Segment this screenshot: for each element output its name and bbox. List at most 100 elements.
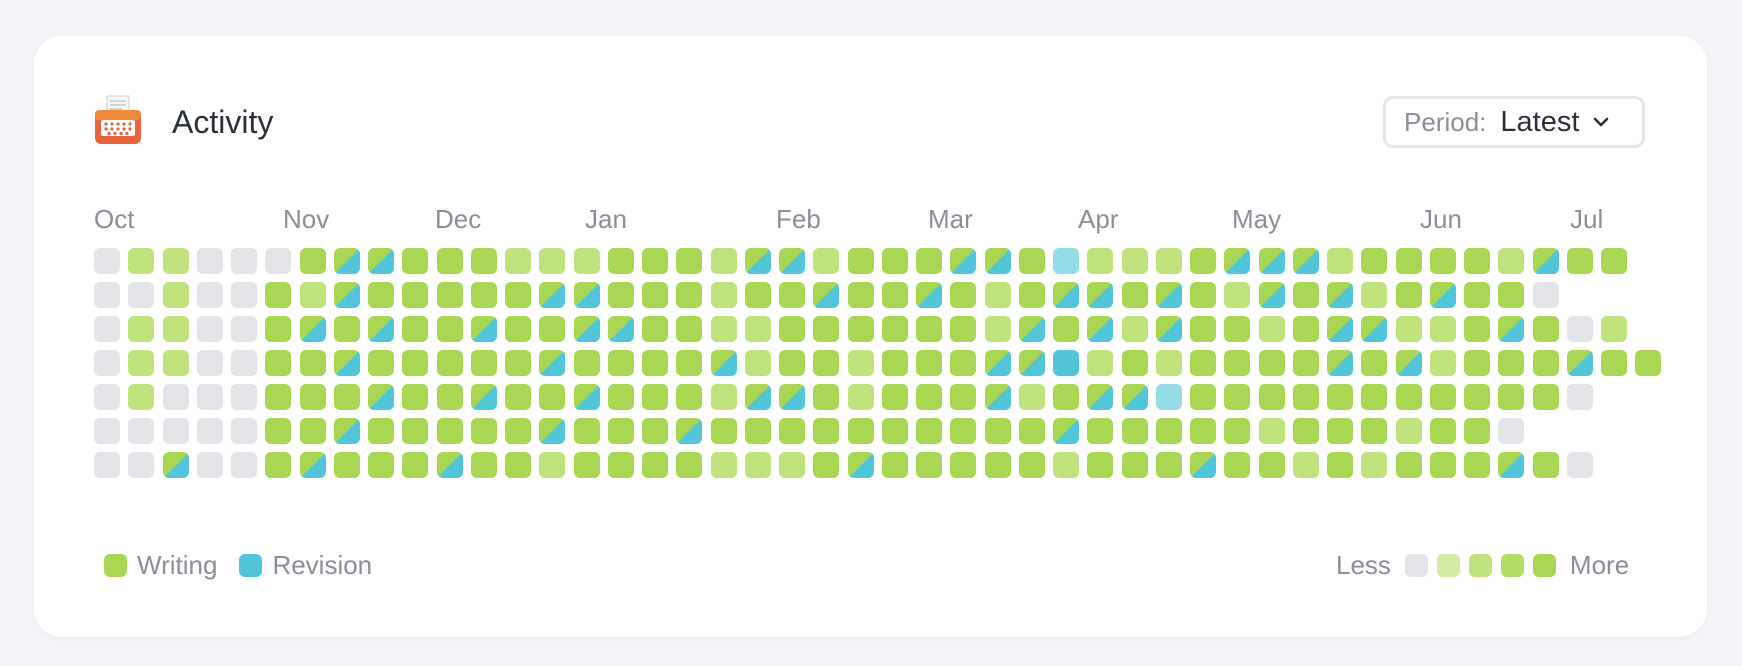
- heatmap-cell: [1292, 452, 1319, 478]
- heatmap-cell: [196, 248, 223, 274]
- heatmap-cell: [1395, 248, 1422, 274]
- heatmap-cell: [1532, 384, 1559, 410]
- heatmap-cell: [881, 384, 908, 410]
- heatmap-cell: [1053, 282, 1079, 308]
- heatmap-cell: [128, 248, 155, 274]
- heatmap-cell: [744, 452, 771, 478]
- page-title: Activity: [172, 104, 274, 140]
- heatmap-cell: [1292, 350, 1319, 376]
- heatmap-cell: [94, 350, 120, 376]
- heatmap-cell: [162, 418, 189, 444]
- heatmap-cell: [94, 316, 120, 342]
- heatmap-cell: [1601, 350, 1627, 376]
- heatmap-cell: [881, 316, 908, 342]
- heatmap-cell: [299, 452, 326, 478]
- heatmap-cell: [573, 248, 600, 274]
- more-label: More: [1569, 550, 1630, 580]
- month-label-nov: Nov: [283, 204, 330, 234]
- heatmap-cell: [1566, 350, 1593, 376]
- heatmap-cell: [1087, 418, 1114, 444]
- heatmap-cell: [265, 316, 292, 342]
- heatmap-cell: [1395, 350, 1422, 376]
- heatmap-cell: [984, 384, 1011, 410]
- period-value: Latest: [1500, 105, 1580, 138]
- heatmap-cell: [813, 452, 840, 478]
- heatmap-cell: [1327, 248, 1353, 274]
- heatmap-cell: [505, 282, 531, 308]
- period-dropdown[interactable]: Period: Latest: [1383, 96, 1645, 148]
- heatmap-cell: [1224, 350, 1251, 376]
- heatmap-cell: [1361, 350, 1388, 376]
- heatmap-cell: [196, 418, 223, 444]
- heatmap-cell: [984, 418, 1011, 444]
- heatmap-cell: [1087, 282, 1114, 308]
- heatmap-cell: [333, 350, 360, 376]
- heatmap-cell: [162, 452, 189, 478]
- heatmap-cell: [1018, 282, 1045, 308]
- heatmap-cell: [1429, 248, 1456, 274]
- heatmap-cell: [676, 248, 703, 274]
- heatmap-cell: [1190, 384, 1216, 410]
- heatmap-cell: [676, 452, 703, 478]
- heatmap-cell: [196, 316, 223, 342]
- heatmap-cell: [333, 282, 360, 308]
- heatmap-cell: [470, 282, 497, 308]
- heatmap-cell: [1566, 452, 1593, 478]
- heatmap-cell: [916, 418, 942, 444]
- month-label-mar: Mar: [928, 204, 973, 234]
- heatmap-cell: [402, 452, 429, 478]
- heatmap-cell: [573, 282, 600, 308]
- typewriter-icon: [92, 94, 144, 146]
- heatmap-cell: [916, 282, 942, 308]
- writing-swatch: [104, 554, 127, 577]
- heatmap-cell: [1087, 248, 1114, 274]
- heatmap-cell: [505, 384, 531, 410]
- heatmap-cell: [847, 452, 874, 478]
- heatmap-cell: [1258, 282, 1285, 308]
- heatmap-cell: [505, 418, 531, 444]
- heatmap-cell: [162, 350, 189, 376]
- heatmap-cell: [1601, 248, 1627, 274]
- heatmap-cell: [368, 248, 394, 274]
- heatmap-cell: [1327, 384, 1353, 410]
- heatmap-cell: [847, 350, 874, 376]
- heatmap-cell: [402, 384, 429, 410]
- heatmap-cell: [470, 248, 497, 274]
- heatmap-cell: [402, 282, 429, 308]
- heatmap-cell: [333, 384, 360, 410]
- type-legend: Writing Revision: [104, 550, 394, 581]
- heatmap-cell: [642, 418, 668, 444]
- heatmap-cell: [813, 248, 840, 274]
- heatmap-cell: [573, 452, 600, 478]
- heatmap-cell: [1258, 248, 1285, 274]
- month-label-dec: Dec: [435, 204, 482, 234]
- heatmap-cell: [1155, 384, 1182, 410]
- heatmap-cell: [402, 316, 429, 342]
- heatmap-cell: [196, 282, 223, 308]
- heatmap-cell: [881, 350, 908, 376]
- period-label: Period:: [1404, 106, 1487, 137]
- heatmap-cell: [1190, 350, 1216, 376]
- heatmap-cell: [813, 384, 840, 410]
- month-label-apr: Apr: [1078, 204, 1119, 234]
- heatmap-cell: [779, 282, 805, 308]
- heatmap-cell: [1498, 282, 1525, 308]
- heatmap-cell: [1121, 384, 1148, 410]
- heatmap-cell: [1361, 452, 1388, 478]
- heatmap-cell: [779, 316, 805, 342]
- heatmap-cell: [984, 282, 1011, 308]
- heatmap-cell: [162, 316, 189, 342]
- heatmap-cell: [710, 350, 737, 376]
- heatmap-cell: [1018, 316, 1045, 342]
- heatmap-cell: [1601, 316, 1627, 342]
- heatmap-cell: [1224, 282, 1251, 308]
- heatmap-cell: [265, 350, 292, 376]
- heatmap-cell: [368, 350, 394, 376]
- heatmap-cell: [881, 418, 908, 444]
- heatmap-cell: [1053, 248, 1079, 274]
- heatmap-cell: [470, 418, 497, 444]
- heatmap-cell: [1087, 350, 1114, 376]
- heatmap-cell: [299, 248, 326, 274]
- heatmap-cell: [470, 384, 497, 410]
- heatmap-cell: [231, 282, 257, 308]
